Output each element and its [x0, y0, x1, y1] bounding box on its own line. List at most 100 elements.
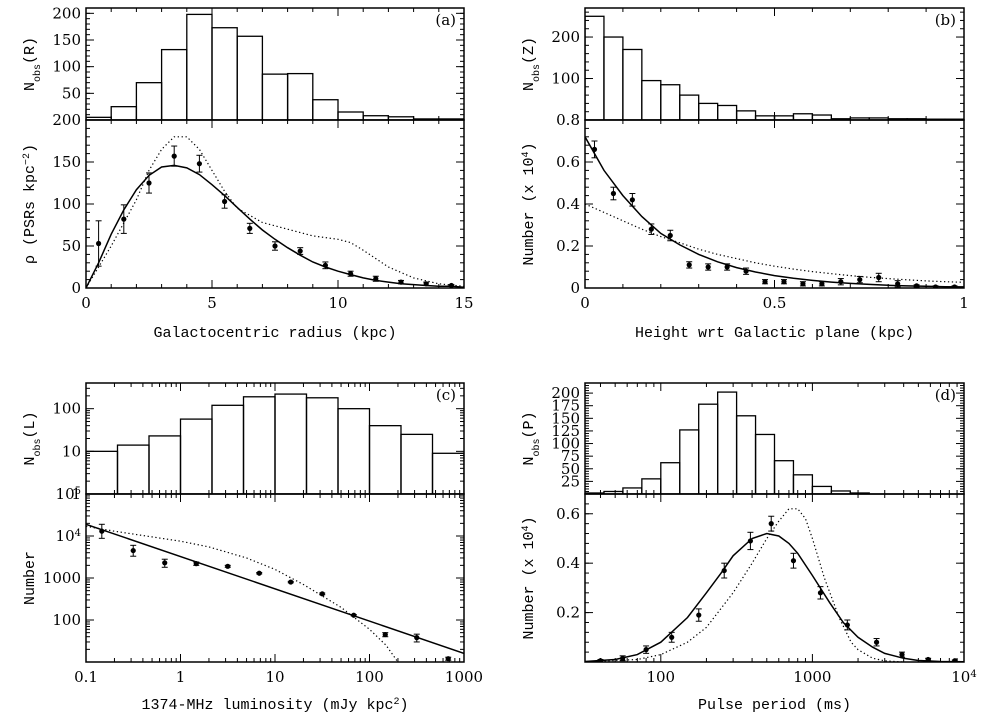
dotted-model-curve	[86, 136, 464, 288]
y-tick-label: 100	[52, 400, 81, 418]
plot-area	[585, 391, 870, 494]
data-point	[96, 240, 102, 247]
x-tick-label: 10	[328, 294, 347, 312]
histogram-bar	[160, 48, 188, 120]
data-point	[146, 180, 152, 186]
x-tick-label: 0.5	[763, 294, 787, 312]
y-tick-label: 0.2	[556, 237, 580, 255]
solid-model-curve	[86, 523, 464, 655]
plot-area	[86, 13, 464, 120]
histogram-bar	[135, 82, 163, 120]
data-point	[932, 284, 939, 288]
x-ticks	[85, 494, 465, 662]
plot-frame	[584, 493, 965, 663]
data-point	[800, 281, 806, 287]
histogram-bar	[641, 478, 662, 494]
x-ticks	[85, 120, 465, 288]
y-tick-label: 0.2	[556, 604, 580, 622]
y-axis-label: Nobs(R)	[22, 37, 44, 91]
y-tick-label: 200	[551, 28, 580, 46]
panel-b-top-plot: 100 200 Nobs(Z)	[521, 7, 965, 121]
data-point	[925, 656, 931, 662]
data-point	[423, 281, 429, 287]
y-tick-label: 50	[62, 237, 81, 255]
data-point	[643, 647, 649, 653]
data-point	[414, 635, 420, 641]
x-ticks	[599, 494, 965, 662]
data-point	[705, 264, 711, 270]
data-point	[382, 631, 388, 638]
panel-b-bottom-plot: 0 0.2 0.4 0.6 0.8 Number (x 104)	[521, 111, 965, 297]
histogram-bar	[622, 487, 643, 494]
y-tick-label: 75	[561, 447, 580, 465]
histogram-bar	[236, 35, 264, 120]
histogram-bar	[242, 396, 276, 494]
histogram-bar	[679, 94, 700, 120]
panel-d-bottom-plot: 0.2 0.4 0.6 Number (x 104)	[521, 493, 965, 663]
y-axis-label: Number (x 104)	[521, 142, 539, 265]
data-point	[838, 279, 844, 285]
data-point	[610, 190, 617, 197]
histogram-bar	[179, 418, 213, 494]
dotted-model-curve	[585, 203, 964, 283]
histogram-bar	[792, 113, 814, 120]
x-axis-label: Galactocentric radius (kpc)	[153, 325, 396, 342]
data-point	[768, 521, 774, 527]
histogram-bar	[186, 13, 213, 120]
data-point	[162, 560, 168, 566]
x-tick-label: 104	[951, 668, 976, 686]
y-tick-label: 200	[551, 384, 580, 402]
data-point	[648, 226, 654, 232]
histogram-bar	[811, 485, 833, 494]
data-point	[857, 277, 863, 283]
histogram-bar	[431, 452, 464, 494]
data-point	[669, 634, 675, 640]
data-point	[445, 656, 451, 662]
data-point	[591, 146, 598, 152]
histogram-bar	[337, 111, 364, 120]
data-point	[322, 262, 328, 268]
x-tick-label: 0	[81, 294, 91, 312]
data-point	[351, 612, 357, 618]
plot-area	[86, 523, 464, 662]
x-tick-label: 15	[454, 294, 473, 312]
y-ticks	[585, 119, 964, 289]
histogram-bar	[603, 36, 624, 120]
panel-b: 100 200 Nobs(Z) 0 0.2 0.4 0.6 0.8 Number (x 104)…	[521, 7, 969, 342]
y-tick-label: 100	[52, 195, 81, 213]
data-point	[373, 276, 379, 282]
histogram-bar	[116, 444, 150, 494]
y-tick-label: 150	[52, 153, 81, 171]
data-point	[196, 161, 202, 167]
x-axis-label: 1374-MHz luminosity (mJy kpc2)	[141, 697, 408, 715]
histogram-bar	[698, 403, 719, 494]
data-point	[914, 283, 920, 288]
data-point	[721, 567, 727, 574]
plot-frame	[85, 119, 465, 289]
panel-label: (b)	[935, 11, 956, 29]
data-point	[193, 561, 199, 567]
histogram-bar	[773, 460, 795, 494]
histogram-bar	[660, 84, 681, 120]
panel-a-top-plot: 50 100 150 200 Nobs(R)	[22, 4, 465, 121]
data-point	[952, 658, 958, 662]
data-point	[895, 281, 901, 287]
data-point	[225, 563, 231, 569]
histogram-bar	[716, 391, 738, 494]
y-ticks	[86, 119, 464, 289]
histogram-bar	[312, 99, 339, 120]
x-tick-label: 100	[646, 668, 675, 686]
data-point	[398, 279, 404, 285]
histogram-bar	[641, 79, 662, 120]
y-tick-label: 150	[551, 409, 580, 427]
panel-d: 255075100125150175200Nobs(P)0.20.40.6Num…	[521, 382, 977, 714]
x-ticks	[584, 120, 965, 288]
data-point	[348, 271, 354, 277]
x-tick-label: 1000	[793, 668, 831, 686]
data-point	[171, 153, 177, 159]
histogram-bar	[585, 15, 605, 120]
y-tick-label: 150	[52, 31, 81, 49]
histogram-bar	[86, 450, 119, 494]
panel-label: (d)	[935, 386, 956, 404]
